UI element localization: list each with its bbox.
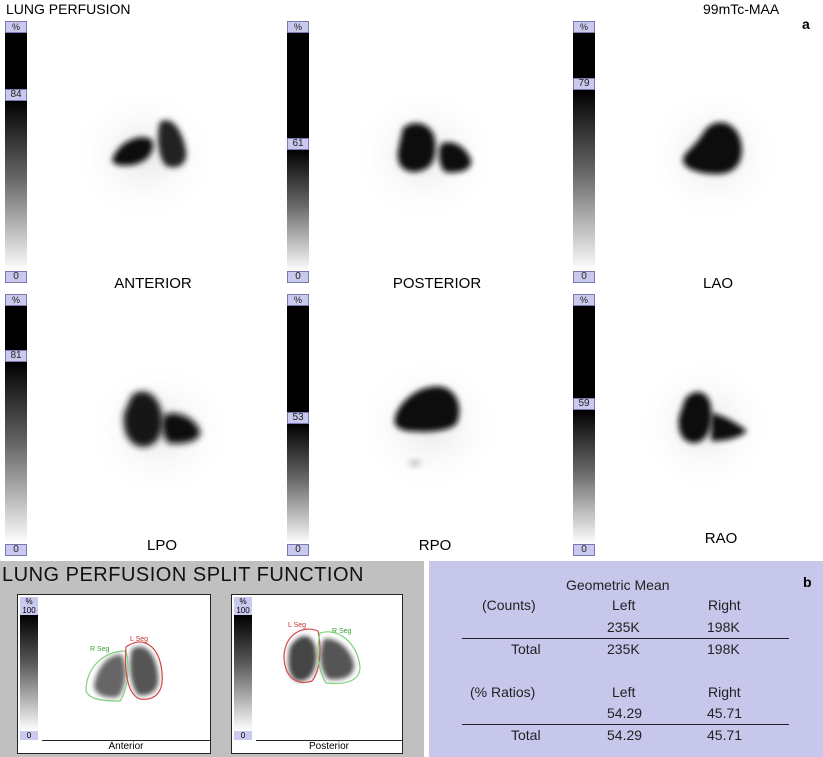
scale-bar-level: 81 [5,350,27,362]
split-scale-bar: % 100 0 [20,597,38,741]
tracer-label: 99mTc-MAA [703,1,780,17]
split-panel-posterior: % 100 0 L Seg R Seg Posterior [231,594,403,754]
scale-bar-gradient [5,362,27,544]
view-label-lao: LAO [702,275,733,292]
scale-bar-pct: % [5,21,27,33]
split-scale-pct: % [234,597,252,606]
scale-bar-gradient [287,150,309,271]
scale-bar-rao: % 59 0 [573,294,595,557]
view-label-lpo: LPO [146,537,177,554]
counts-right: 198K [707,619,740,635]
ratios-left: 54.29 [607,705,643,721]
scale-bar-gradient [573,90,595,271]
split-scale-max: 100 [234,606,252,615]
panel-a-label: a [802,16,810,32]
view-label-anterior: ANTERIOR [114,275,192,292]
scale-bar-min: 0 [5,271,27,283]
divider-ratios [462,724,789,725]
view-label-rao: RAO [704,530,738,547]
counts-left: 235K [607,619,640,635]
scale-bar-level: 79 [573,78,595,90]
scale-bar-black [573,33,595,78]
scale-bar-black [287,306,309,412]
scale-bar-level: 61 [287,138,309,150]
scale-bar-min: 0 [287,544,309,556]
scale-bar-pct: % [573,21,595,33]
counts-label: (Counts) [482,597,536,613]
scale-bar-rpo: % 53 0 [287,294,309,557]
ratios-total-label: Total [511,727,541,743]
view-label-rpo: RPO [418,537,452,554]
split-scale-bar: % 100 0 [234,597,252,741]
scale-bar-level: 59 [573,398,595,410]
ratios-col-right: Right [708,684,741,700]
roi-label-r-seg: R Seg [332,628,352,635]
ratios-col-left: Left [612,684,636,700]
split-scale-min: 0 [20,731,38,740]
lung-image-rpo [355,355,505,495]
panel-b-label: b [803,574,812,590]
split-label-anterior: Anterior [42,740,210,753]
split-label-posterior: Posterior [256,740,402,753]
lung-image-rao [635,355,775,495]
split-function-title: LUNG PERFUSION SPLIT FUNCTION [2,564,364,586]
split-scale-max: 100 [20,606,38,615]
scale-bar-gradient [5,101,27,271]
results-heading: Geometric Mean [566,577,670,593]
split-scale-min: 0 [234,731,252,740]
split-scale-pct: % [20,597,38,606]
header-title: LUNG PERFUSION [6,1,131,17]
ratios-total-right: 45.71 [707,727,743,743]
col-left-header: Left [612,597,636,613]
counts-total-right: 198K [707,641,740,657]
scale-bar-lao: % 79 0 [573,21,595,284]
scale-bar-pct: % [5,294,27,306]
lung-image-lao [645,85,785,225]
scale-bar-black [5,33,27,89]
scale-bar-level: 53 [287,412,309,424]
split-scale-gradient [20,615,38,731]
scale-bar-level: 84 [5,89,27,101]
roi-label-l-seg: L Seg [130,636,148,643]
scale-bar-min: 0 [287,271,309,283]
scale-bar-pct: % [573,294,595,306]
ratios-right: 45.71 [707,705,743,721]
scale-bar-pct: % [287,21,309,33]
scale-bar-min: 0 [573,544,595,556]
split-scale-gradient [234,615,252,731]
scale-bar-gradient [573,410,595,544]
lung-image-posterior [350,85,500,225]
divider-counts [462,638,789,639]
split-image-anterior: R Seg L Seg [85,636,163,702]
split-panel-anterior: % 100 0 R Seg L Seg Anterior [17,594,211,754]
scale-bar-pct: % [287,294,309,306]
roi-label-r-seg: R Seg [90,646,110,653]
col-right-header: Right [708,597,741,613]
scale-bar-black [573,306,595,398]
lung-image-lpo [85,360,235,500]
scale-bar-min: 0 [5,544,27,556]
roi-label-l-seg: L Seg [288,622,306,629]
scale-bar-lpo: % 81 0 [5,294,27,557]
ratios-total-left: 54.29 [607,727,643,743]
scale-bar-gradient [287,424,309,544]
counts-total-left: 235K [607,641,640,657]
counts-total-label: Total [511,641,541,657]
ratios-label: (% Ratios) [470,684,536,700]
split-image-posterior: L Seg R Seg [283,622,361,685]
scale-bar-min: 0 [573,271,595,283]
scale-bar-black [287,33,309,138]
lung-image-anterior [70,85,220,225]
scale-bar-posterior: % 61 0 [287,21,309,284]
view-label-posterior: POSTERIOR [392,275,482,292]
scale-bar-black [5,306,27,350]
scale-bar-anterior: % 84 0 [5,21,27,284]
